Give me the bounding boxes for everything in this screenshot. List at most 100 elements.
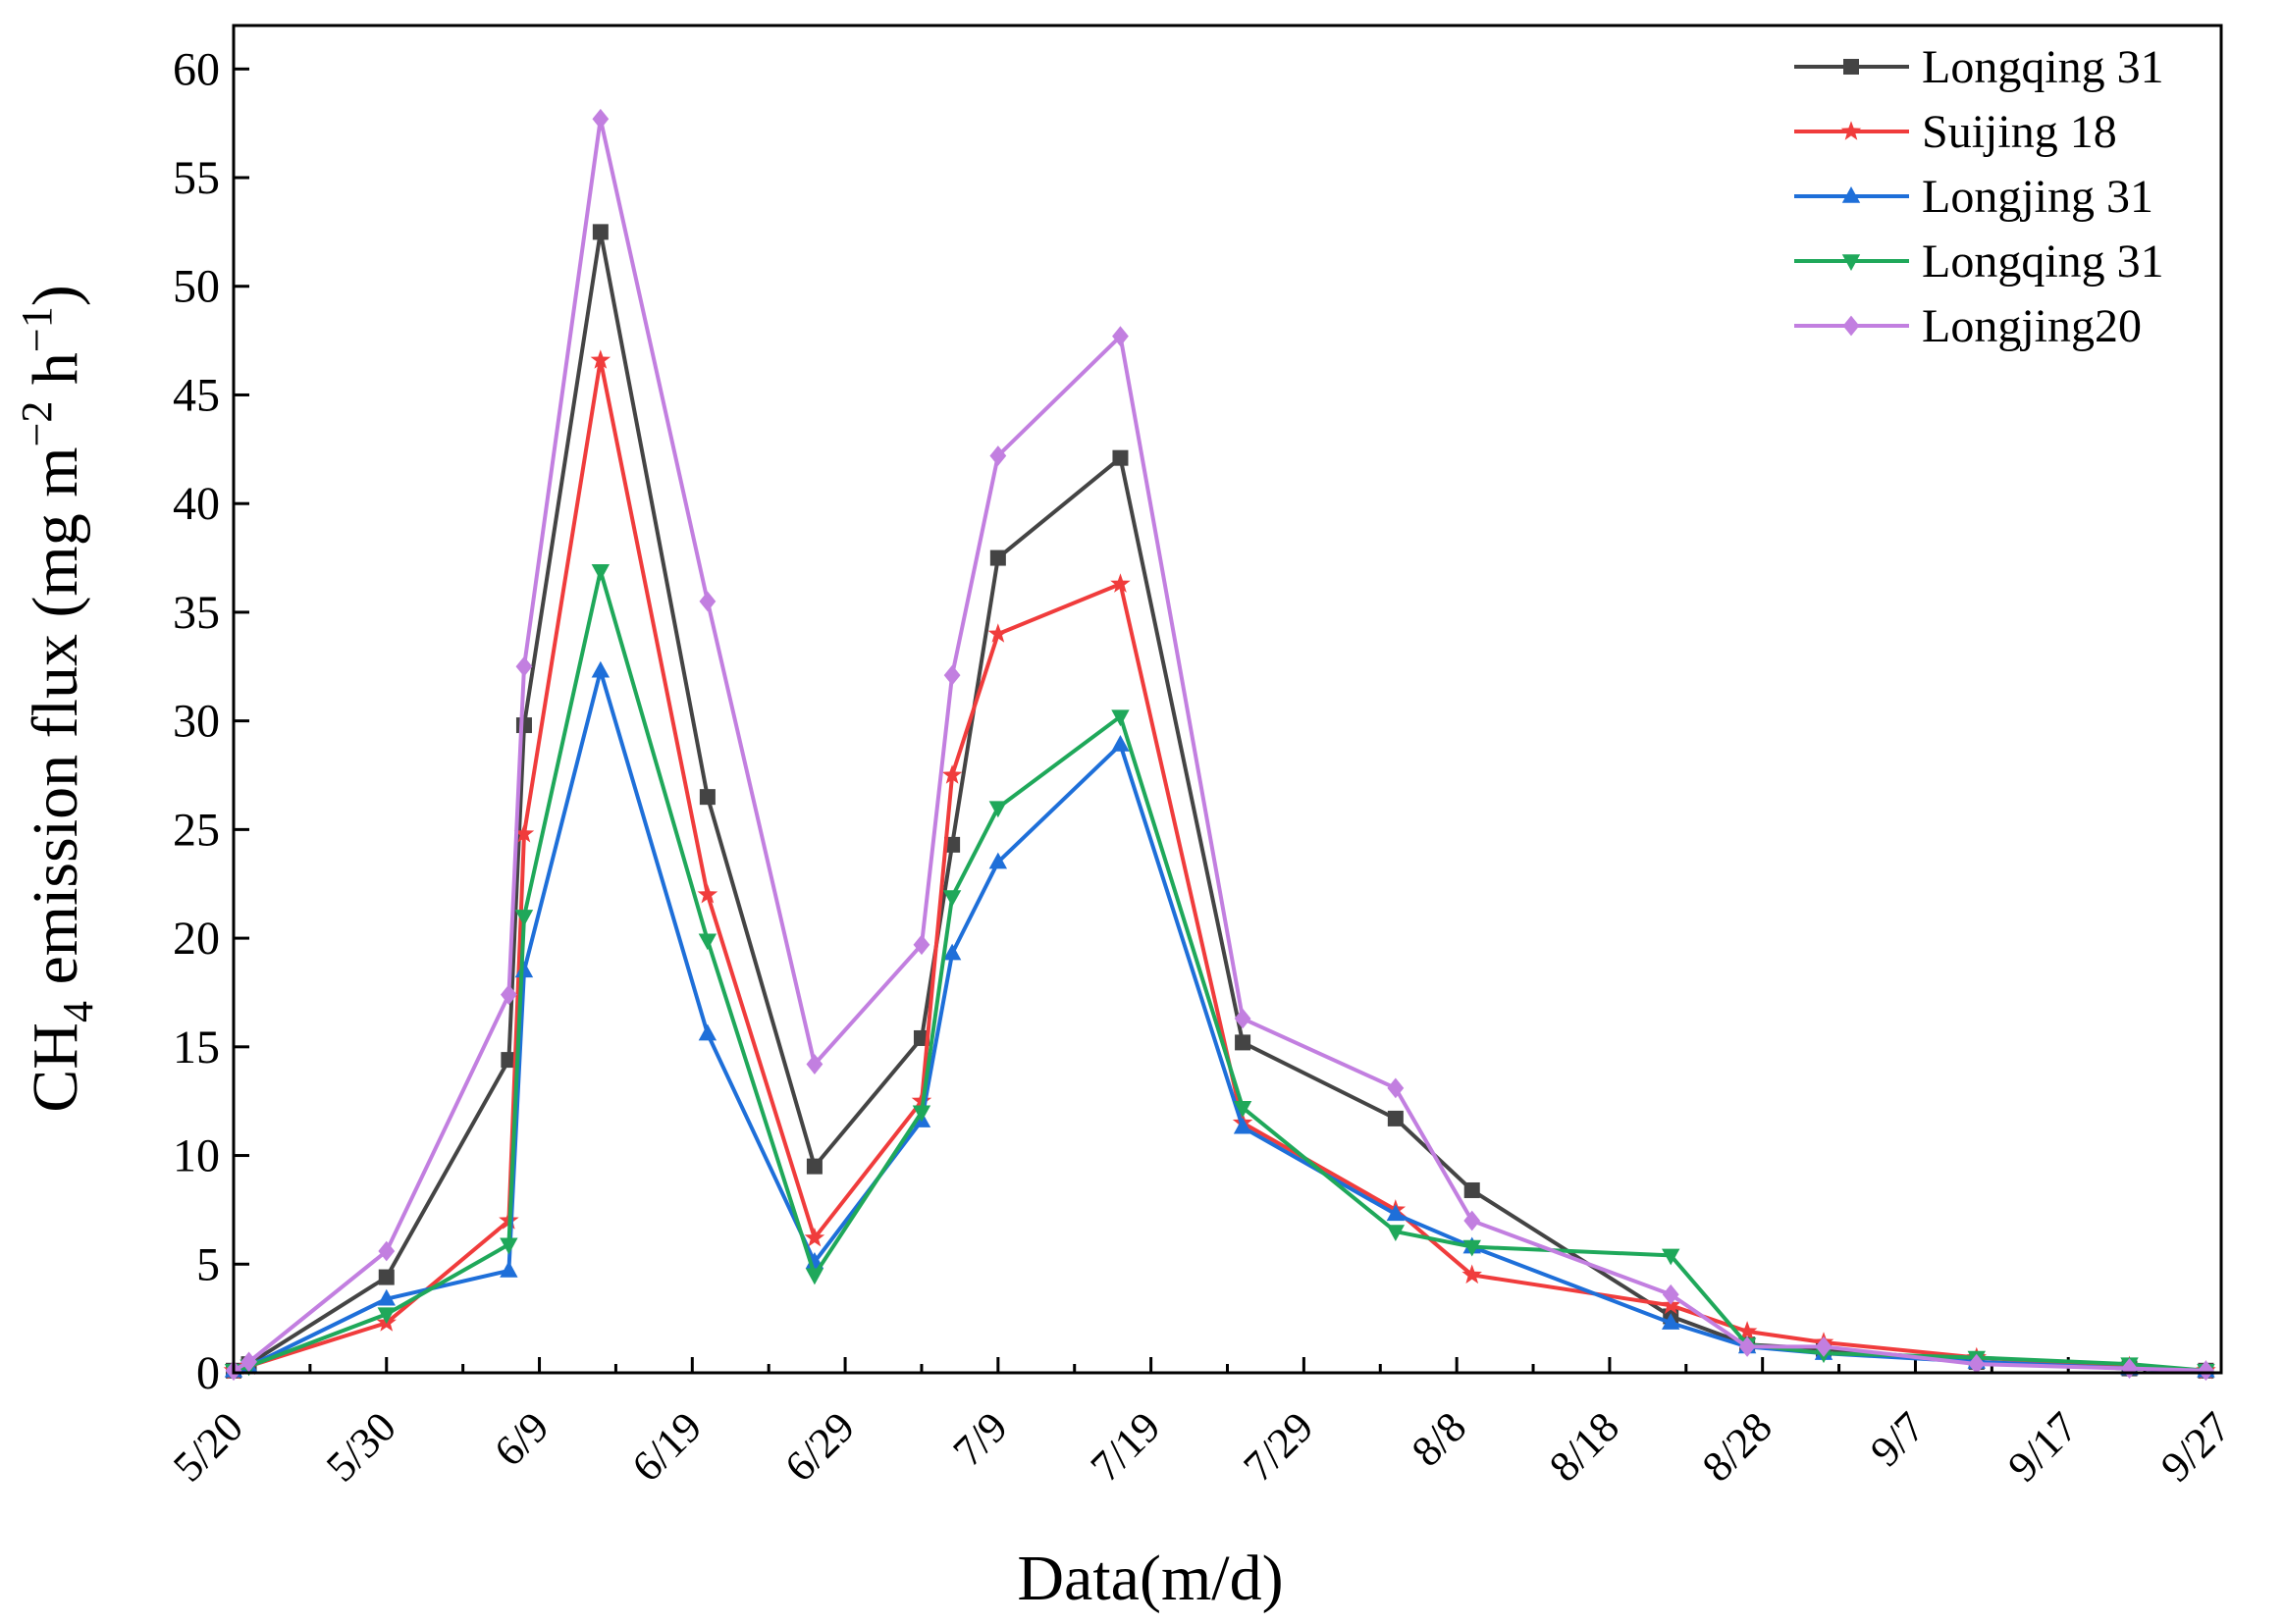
y-tick-label: 20	[173, 913, 220, 965]
data-point	[806, 1158, 823, 1175]
y-axis-label-main: emission flux (mg m	[20, 446, 91, 1001]
data-point	[1387, 1110, 1404, 1126]
data-point	[1111, 735, 1130, 752]
data-point	[806, 1054, 823, 1074]
data-point	[591, 564, 611, 581]
data-point	[1840, 121, 1862, 140]
data-point	[989, 550, 1006, 566]
data-point	[699, 591, 717, 612]
data-point	[1738, 1336, 1756, 1357]
y-axis-label-prefix: CH	[20, 1022, 91, 1113]
legend-label: Longqing 31	[1922, 41, 2164, 93]
data-point	[378, 1240, 396, 1262]
data-point	[1662, 1313, 1680, 1330]
data-point	[1386, 1225, 1406, 1242]
data-point	[377, 1307, 396, 1325]
data-point	[592, 224, 609, 240]
data-point	[515, 717, 532, 734]
data-point	[697, 884, 718, 904]
data-point	[699, 789, 716, 806]
data-point	[1387, 1077, 1405, 1099]
data-point	[1112, 326, 1129, 347]
data-point	[1462, 1239, 1481, 1257]
data-point	[590, 349, 611, 369]
y-tick-label: 5	[196, 1238, 220, 1290]
data-point	[912, 1105, 931, 1123]
data-point	[514, 910, 534, 926]
data-point	[1234, 1008, 1251, 1029]
y-axis-label: CH4 emission flux (mg m−2 h−1)	[13, 285, 102, 1112]
data-point	[1841, 186, 1861, 203]
data-point	[500, 1260, 518, 1278]
y-tick-label: 35	[173, 587, 220, 639]
data-point	[942, 890, 962, 908]
y-tick-label: 25	[173, 804, 220, 856]
data-point	[377, 1288, 396, 1306]
data-point	[1736, 1321, 1758, 1340]
data-point	[988, 801, 1008, 818]
data-point	[500, 984, 517, 1006]
legend-label: Longqing 31	[1922, 236, 2164, 288]
y-tick-label: 55	[173, 152, 220, 204]
data-point	[1233, 1117, 1252, 1134]
data-point	[1233, 1101, 1252, 1118]
y-tick-label: 45	[173, 369, 220, 421]
x-axis-label: Data(m/d)	[1017, 1543, 1283, 1614]
y-tick-label: 50	[173, 261, 220, 313]
data-point	[1235, 1034, 1251, 1051]
y-tick-label: 40	[173, 478, 220, 530]
data-point	[1843, 59, 1859, 75]
y-tick-label: 60	[173, 43, 220, 95]
y-tick-label: 15	[173, 1022, 220, 1074]
data-point	[1110, 573, 1131, 593]
data-point	[913, 934, 930, 956]
data-point	[1463, 1210, 1481, 1231]
y-axis-label-superscript-1: −2	[13, 401, 61, 447]
data-point	[240, 1351, 257, 1373]
data-point	[1112, 449, 1129, 466]
data-point	[1815, 1336, 1833, 1357]
y-axis-label-suffix: )	[20, 285, 91, 306]
data-point	[515, 655, 533, 677]
data-point	[943, 664, 961, 686]
data-point	[1662, 1248, 1680, 1266]
y-axis-label-superscript-2: −1	[13, 306, 61, 352]
data-point	[987, 623, 1009, 643]
y-tick-label: 10	[173, 1130, 220, 1182]
y-tick-label: 30	[173, 696, 220, 748]
data-point	[1386, 1204, 1406, 1222]
data-point	[1463, 1181, 1480, 1198]
data-point	[378, 1269, 395, 1285]
y-tick-label: 0	[196, 1347, 220, 1399]
data-point	[1111, 709, 1130, 727]
plot-frame	[232, 24, 2223, 1375]
data-point	[804, 1227, 825, 1247]
data-point	[941, 764, 963, 784]
data-point	[698, 933, 717, 951]
data-point	[513, 823, 535, 843]
data-point	[2121, 1358, 2138, 1379]
data-point	[592, 108, 610, 130]
data-point	[1968, 1353, 1986, 1375]
data-point	[1841, 254, 1861, 271]
series-layer	[223, 108, 2216, 1382]
data-point	[944, 836, 961, 853]
legend-label: Longjing 31	[1922, 171, 2153, 223]
y-axis-label-subscript: 4	[54, 1001, 102, 1022]
legend: Longqing 31 Suijing 18 Longjing 31 Longqing…	[1794, 41, 2164, 352]
data-point	[805, 1268, 824, 1285]
data-point	[2198, 1360, 2214, 1382]
legend-label: Suijing 18	[1922, 106, 2117, 158]
data-point	[988, 852, 1008, 869]
data-point	[500, 1237, 518, 1255]
data-point	[942, 943, 962, 961]
data-point	[501, 1052, 517, 1069]
series-group	[224, 564, 2215, 1381]
data-point	[989, 445, 1007, 466]
data-point	[1842, 315, 1860, 337]
data-point	[1662, 1283, 1679, 1305]
data-point	[698, 1023, 717, 1041]
data-point	[591, 660, 611, 678]
legend-label: Longjing20	[1922, 300, 2142, 352]
